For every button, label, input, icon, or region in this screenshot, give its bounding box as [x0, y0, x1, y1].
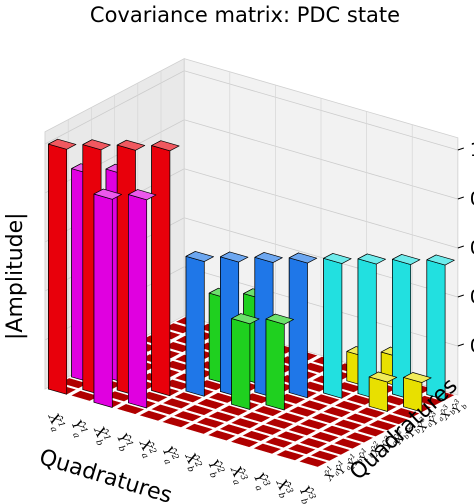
floor-tile: [298, 418, 329, 430]
floor-tile: [390, 407, 421, 419]
floor-tile: [310, 393, 341, 406]
x-tick-label: Ŷ3b: [294, 483, 319, 504]
z-tick: [457, 343, 464, 347]
floor-tile: [184, 404, 215, 416]
bars: [48, 138, 455, 413]
bar: [185, 251, 214, 397]
floor-tile: [241, 411, 272, 423]
floor-tile: [310, 412, 341, 424]
floor-tile: [309, 450, 340, 462]
floor-tile: [161, 397, 192, 410]
x-tick-label: Ŷ1a: [66, 417, 91, 440]
bar: [357, 253, 386, 400]
floor-tile: [218, 404, 249, 417]
floor-tile: [275, 449, 306, 461]
floor-tile: [287, 424, 318, 437]
bar: [93, 188, 122, 408]
x-tick-label: X̂2a: [134, 436, 159, 460]
floor-tile: [115, 403, 146, 415]
bar: [151, 140, 180, 397]
floor-tile: [195, 398, 227, 410]
x-tick-label: Ŷ2b: [203, 457, 228, 480]
floor-tile: [309, 431, 341, 443]
floor-tile: [264, 418, 295, 430]
x-tick-label: X̂1b: [88, 423, 113, 447]
floor-tile: [321, 443, 352, 456]
floor-tile: [356, 406, 387, 419]
floor-tile: [253, 405, 284, 417]
floor-tile: [299, 399, 330, 412]
floor-tile: [344, 431, 375, 444]
z-tick: [457, 245, 464, 249]
z-tick-label: 0.6: [470, 237, 474, 259]
bar: [254, 252, 283, 398]
bar: [288, 252, 318, 399]
z-tick-labels: 0.2 0.4 0.6 0.8 1.0: [457, 139, 474, 357]
floor-tile: [286, 443, 317, 455]
floor-tile: [195, 417, 226, 429]
z-tick-label: 1.0: [470, 139, 474, 161]
bar: [48, 138, 77, 395]
floor-tile: [275, 430, 306, 443]
floor-tile: [229, 417, 261, 429]
z-tick: [457, 294, 464, 298]
z-tick-label: 0.2: [470, 335, 474, 357]
bar: [265, 313, 294, 411]
floor-tile: [298, 437, 329, 449]
floor-tile: [297, 456, 329, 468]
bar: [323, 253, 352, 399]
z-tick: [457, 196, 464, 200]
floor-tile: [252, 424, 283, 436]
floor-tile: [229, 436, 260, 448]
floor-tile: [206, 429, 237, 442]
y-tick-labels: X̂1aŶ1aX̂1bŶ1bX̂2aŶ2aX̂2bŶ2bX̂3aŶ3a…: [322, 398, 469, 484]
x-tick-label: Ŷ3a: [248, 470, 273, 493]
floor-tile: [332, 437, 363, 450]
floor-tile: [275, 411, 307, 424]
floor-tile: [321, 406, 353, 418]
x-tick-labels: X̂1a Ŷ1a X̂1b Ŷ1b X̂2a Ŷ2a X̂2b Ŷ2b X̂3a Ŷ3a…: [43, 410, 319, 504]
floor-tile: [207, 410, 238, 423]
bar: [368, 371, 398, 412]
floor-tile: [263, 436, 295, 449]
floor-tile: [149, 403, 181, 416]
floor-tile: [379, 413, 410, 425]
floor-tile: [138, 409, 169, 422]
floor-tile: [321, 425, 352, 437]
floor-tile: [344, 412, 375, 425]
x-tick-label: X̂3b: [271, 476, 296, 500]
bar: [128, 189, 157, 409]
floor-tile: [252, 442, 283, 455]
floor-tile: [333, 400, 364, 412]
floor-tile: [367, 419, 398, 431]
floor-tile: [218, 423, 249, 436]
floor-tile: [241, 430, 272, 442]
x-tick-label: X̂2b: [179, 449, 204, 473]
x-tick-label: Ŷ2a: [157, 444, 182, 467]
x-tick-label: X̂1a: [43, 410, 68, 434]
bar: [426, 254, 455, 401]
z-tick-label: 0.4: [470, 286, 474, 308]
floor-tile: [161, 416, 192, 428]
x-tick-label: Ŷ1b: [111, 430, 136, 453]
bar: [231, 313, 260, 410]
floor-tile: [287, 405, 318, 418]
bar: [403, 372, 432, 413]
z-axis-label: |Amplitude|: [3, 212, 28, 340]
z-tick: [457, 147, 464, 151]
floor-tile: [173, 391, 204, 404]
z-tick-label: 0.8: [470, 188, 474, 210]
floor-tile: [333, 419, 364, 431]
x-axis-label: Quadratures: [36, 445, 175, 504]
x-tick-label: X̂3a: [225, 463, 250, 487]
floor-tile: [355, 425, 387, 438]
floor-tile: [183, 423, 215, 435]
chart-title: Covariance matrix: PDC state: [90, 3, 400, 27]
floor-tile: [172, 410, 203, 422]
